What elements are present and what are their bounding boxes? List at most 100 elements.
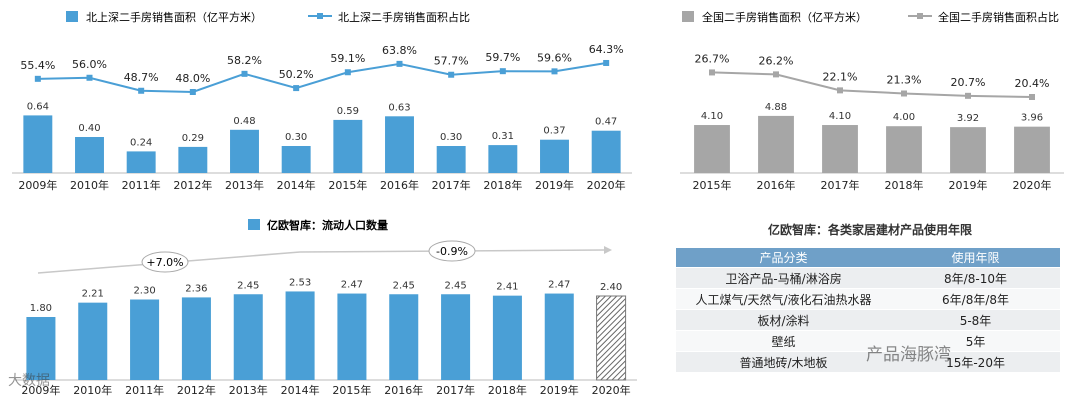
share-point — [965, 92, 971, 99]
legend-bar-label: 北上深二手房销售面积（亿平方米） — [86, 10, 262, 24]
bar-value-label: 0.63 — [388, 102, 410, 113]
table-row: 壁纸 5年 — [676, 330, 1060, 352]
x-tick-label: 2012年 — [177, 383, 216, 397]
x-tick-label: 2015年 — [693, 178, 732, 192]
share-value-label: 55.4% — [20, 59, 55, 72]
decline-annotation-bubble — [428, 240, 476, 262]
watermark-bigdata: 大数据 — [8, 373, 50, 389]
bar-value-label: 2.40 — [600, 282, 622, 293]
bar — [281, 146, 311, 173]
bar — [285, 291, 315, 380]
bar-value-label: 0.64 — [27, 101, 49, 112]
bar-value-label: 2.41 — [496, 282, 518, 293]
share-point — [34, 75, 41, 82]
bar — [333, 119, 363, 173]
bar — [181, 297, 211, 380]
bar — [126, 151, 156, 173]
table-cell-category: 板材/涂料 — [676, 309, 892, 331]
table-header-category: 产品分类 — [676, 248, 892, 268]
x-tick-label: 2020年 — [1013, 178, 1052, 192]
legend-bar-swatch — [248, 219, 260, 230]
bar-value-label: 2.30 — [133, 286, 155, 297]
legend-bar-swatch — [66, 11, 78, 22]
x-tick-label: 2014年 — [277, 178, 316, 192]
bar — [540, 139, 569, 173]
share-point — [837, 87, 843, 94]
share-point — [293, 85, 300, 92]
bar-value-label: 0.47 — [595, 117, 617, 128]
share-value-label: 50.2% — [279, 68, 314, 81]
bar-value-label: 0.24 — [130, 137, 152, 148]
share-point — [344, 69, 351, 76]
x-tick-label: 2016年 — [384, 383, 423, 397]
beishangshen-chart: 北上深二手房销售面积（亿平方米） 北上深二手房销售面积占比 0.64 2009年 0… — [0, 0, 640, 200]
bar-value-label: 2.45 — [237, 280, 259, 291]
bar — [441, 294, 471, 380]
bar — [233, 294, 263, 380]
share-value-label: 59.6% — [537, 51, 572, 64]
bar — [337, 293, 367, 380]
bar-value-label: 0.31 — [492, 131, 514, 142]
x-tick-label: 2013年 — [225, 178, 264, 192]
bar-value-label: 0.30 — [285, 132, 307, 143]
bar — [436, 146, 466, 173]
x-tick-label: 2019年 — [540, 383, 579, 397]
table-cell-category: 人工煤气/天然气/液化石油热水器 — [676, 288, 892, 310]
bar-value-label: 2.45 — [444, 280, 466, 291]
x-tick-label: 2010年 — [70, 178, 109, 192]
x-tick-label: 2014年 — [281, 383, 320, 397]
share-line — [711, 71, 1033, 98]
share-point — [448, 71, 455, 78]
share-point — [551, 68, 558, 75]
migrant-population-chart-svg: 亿欧智库：流动人口数量 +7.0% -0.9% 1.80 2009年 2.21 201… — [15, 218, 637, 397]
product-lifespan-table: 产品分类 使用年限 卫浴产品-马桶/淋浴房 8年/8-10年 人工煤气/天然气/液… — [676, 248, 1060, 372]
bar — [385, 116, 414, 173]
table-cell-lifespan: 6年/8年/8年 — [891, 288, 1060, 310]
x-tick-label: 2009年 — [18, 178, 57, 192]
bar-value-label: 0.59 — [337, 106, 359, 117]
share-value-label: 63.8% — [382, 44, 417, 57]
share-value-label: 21.3% — [887, 73, 922, 86]
bar-value-label: 2.53 — [289, 277, 311, 288]
table-cell-lifespan: 15年-20年 — [891, 351, 1060, 372]
x-tick-label: 2019年 — [949, 178, 988, 192]
share-value-label: 26.7% — [695, 52, 730, 65]
share-value-label: 26.2% — [759, 54, 794, 67]
product-lifespan-panel: 亿欧智库：各类家居建材产品使用年限 产品分类 使用年限 卫浴产品-马桶/淋浴房 8… — [660, 205, 1080, 400]
legend-bar-label: 全国二手房销售面积（亿平方米） — [702, 10, 867, 24]
bar — [758, 115, 794, 173]
bar — [488, 145, 518, 173]
bar-value-label: 2.21 — [82, 289, 104, 300]
x-tick-label: 2012年 — [173, 178, 212, 192]
growth-annotation-bubble — [141, 251, 189, 273]
share-point — [603, 59, 610, 66]
table-header-row: 产品分类 使用年限 — [676, 248, 1060, 268]
share-point — [709, 69, 715, 76]
x-tick-label: 2016年 — [757, 178, 796, 192]
bar-value-label: 0.37 — [543, 126, 565, 137]
bar-value-label: 4.00 — [893, 112, 915, 123]
x-tick-label: 2010年 — [73, 383, 112, 397]
table-header-lifespan: 使用年限 — [891, 248, 1060, 268]
bar-value-label: 0.30 — [440, 132, 462, 143]
x-tick-label: 2018年 — [885, 178, 924, 192]
share-value-label: 48.7% — [124, 71, 159, 84]
bar-value-label: 4.88 — [765, 102, 787, 113]
x-tick-label: 2009年 — [21, 383, 60, 397]
share-value-label: 48.0% — [175, 72, 210, 85]
national-chart-svg: 全国二手房销售面积（亿平方米） 全国二手房销售面积占比 4.10 2015年 4.8… — [680, 10, 1064, 192]
table-cell-lifespan: 5-8年 — [891, 309, 1060, 331]
share-value-label: 59.1% — [330, 52, 365, 65]
legend-line-label: 全国二手房销售面积占比 — [938, 10, 1059, 24]
bar — [178, 146, 208, 173]
migrant-population-chart: 亿欧智库：流动人口数量 +7.0% -0.9% 1.80 2009年 2.21 201… — [0, 205, 640, 400]
table-row: 人工煤气/天然气/液化石油热水器 6年/8年/8年 — [676, 288, 1060, 310]
x-tick-label: 2015年 — [328, 178, 367, 192]
share-point — [241, 70, 248, 77]
watermark-product-dolphin: 产品海豚湾 — [866, 345, 951, 365]
bar-value-label: 2.47 — [341, 280, 363, 291]
bar-value-label: 3.96 — [1021, 113, 1043, 124]
share-value-label: 58.2% — [227, 54, 262, 67]
share-value-label: 59.7% — [485, 51, 520, 64]
x-tick-label: 2011年 — [125, 383, 164, 397]
